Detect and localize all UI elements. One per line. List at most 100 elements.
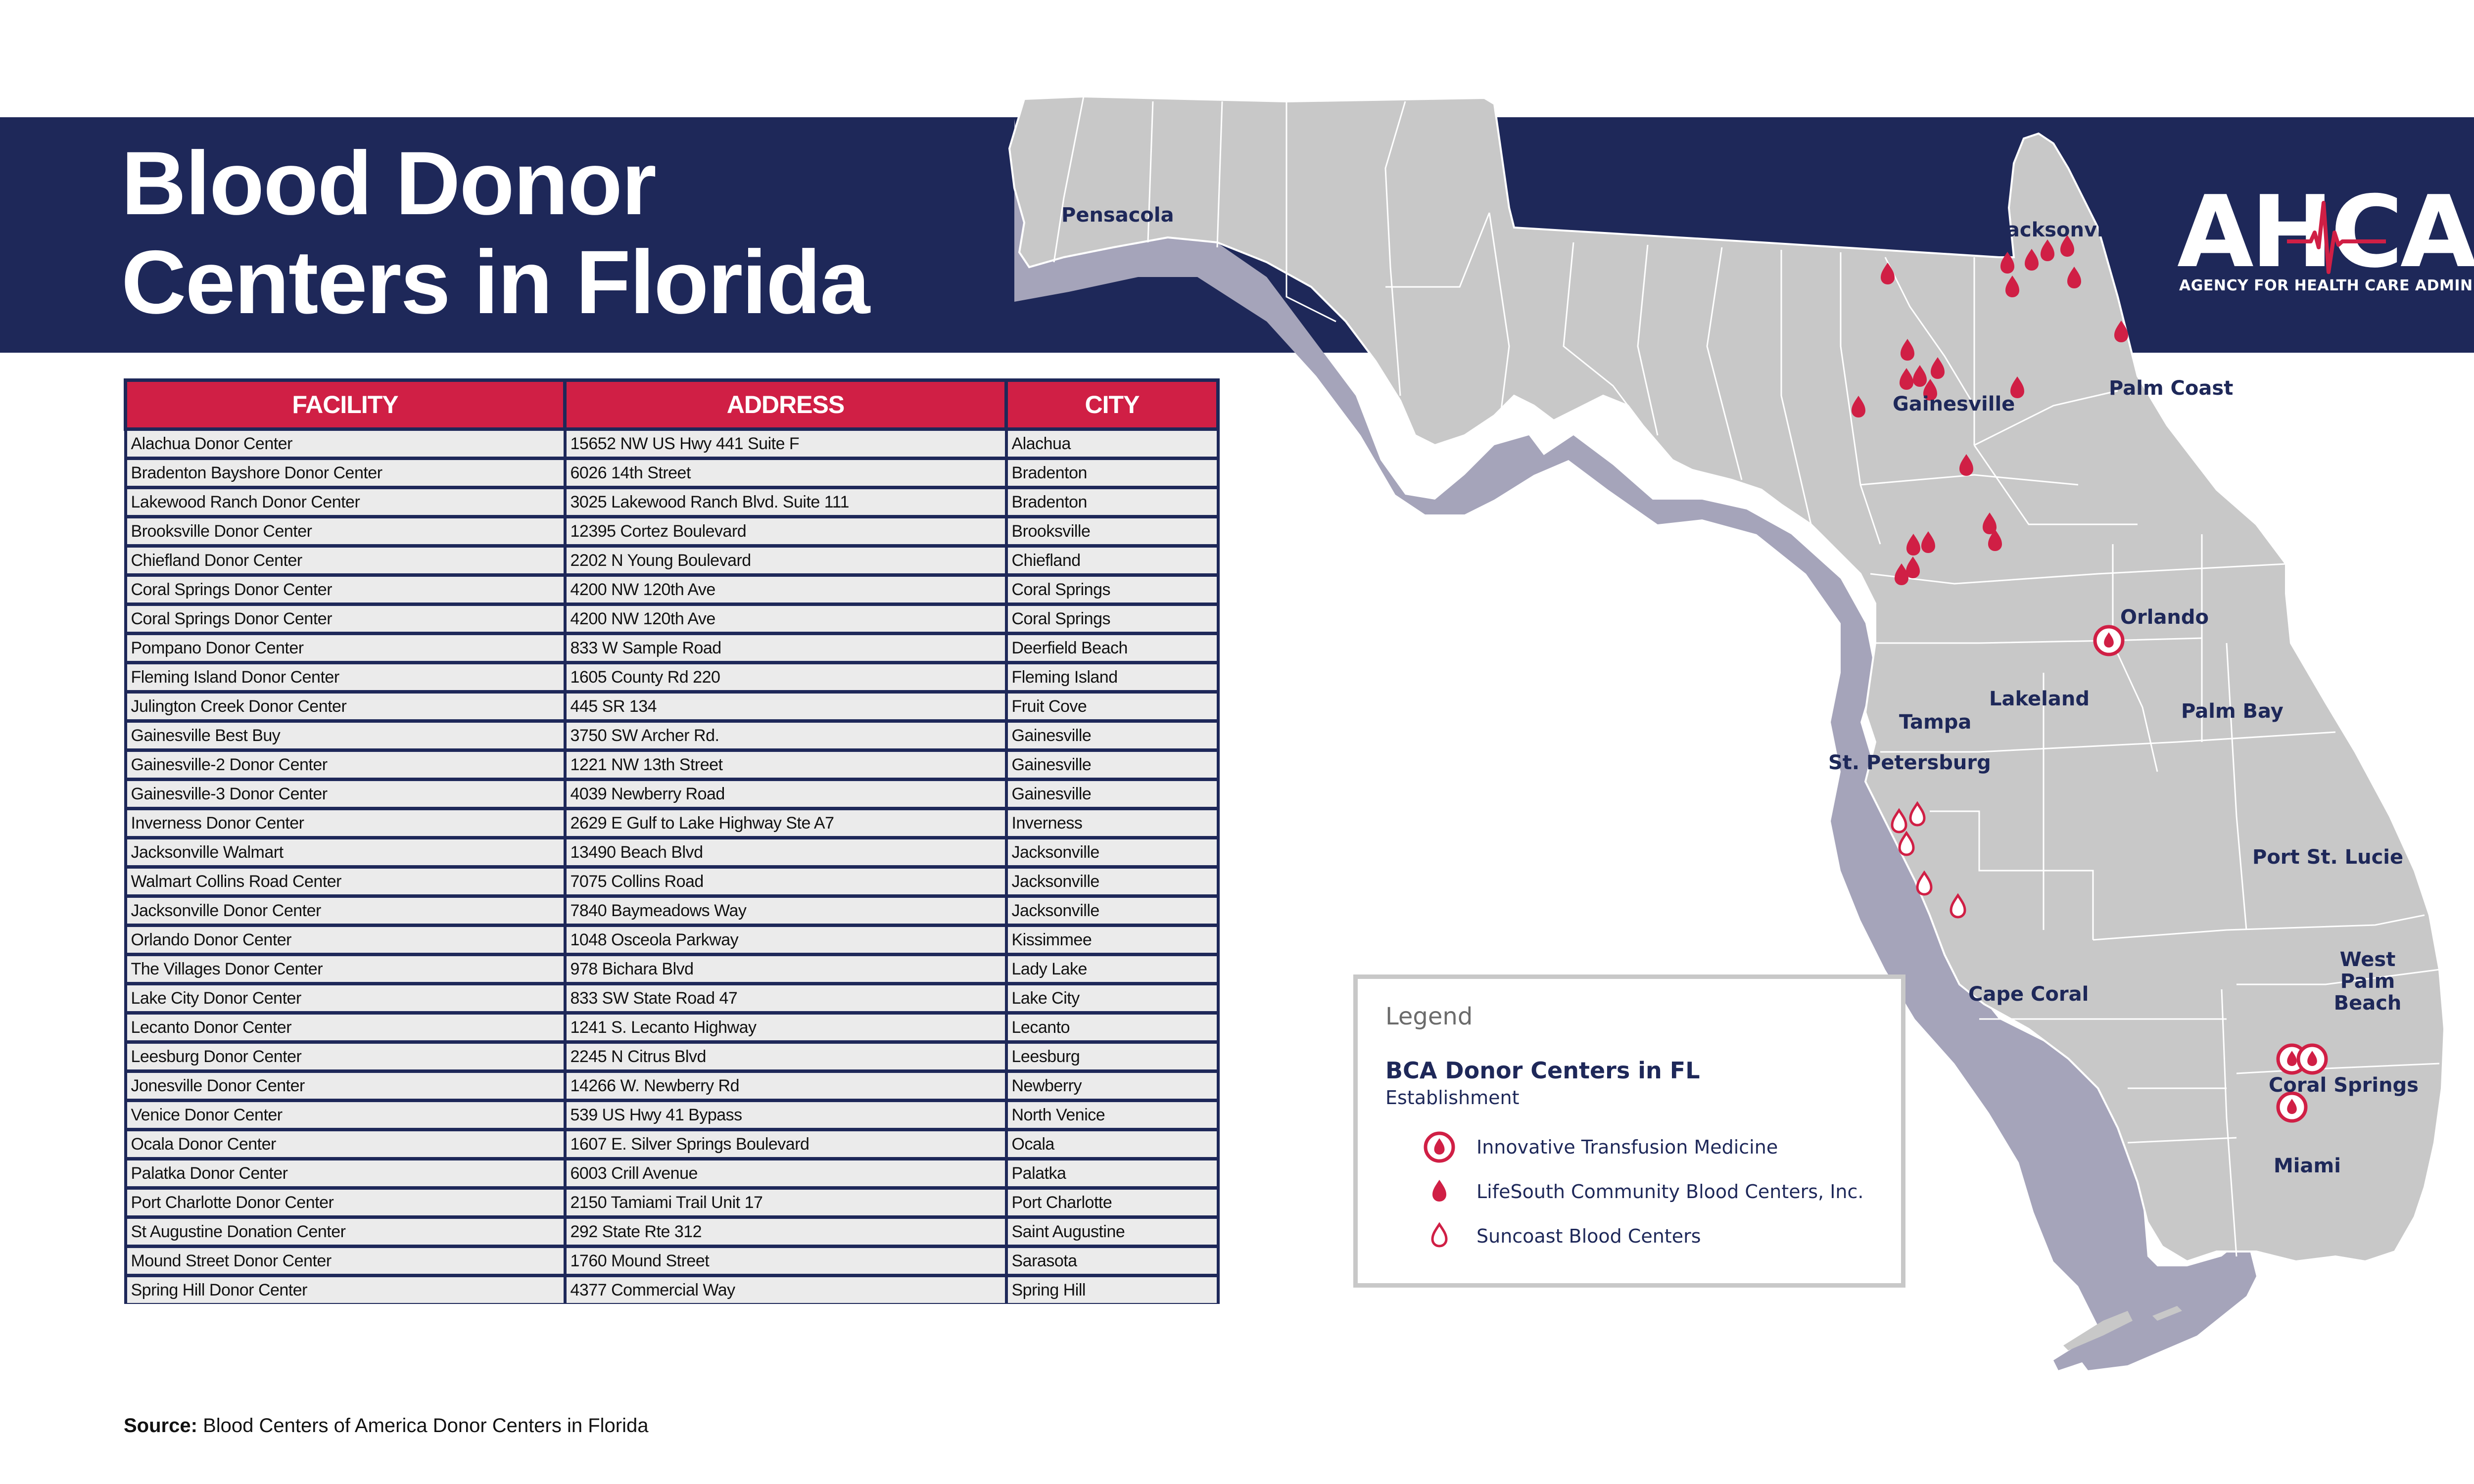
cell-address: 4039 Newberry Road [563, 778, 1008, 809]
ringed-blood-drop-icon [1422, 1130, 1457, 1164]
table-row: Lecanto Donor Center 1241 S. Lecanto High… [124, 1011, 1220, 1043]
cell-facility: St Augustine Donation Center [124, 1215, 567, 1247]
title-line-1: Blood Donor [121, 133, 657, 233]
table-header-row: FACILITY ADDRESS CITY [124, 378, 1220, 431]
cell-city: Lady Lake [1004, 953, 1220, 984]
cell-facility: Lecanto Donor Center [124, 1011, 567, 1043]
cell-city: Sarasota [1004, 1245, 1220, 1276]
cell-facility: Orlando Donor Center [124, 924, 567, 955]
cell-city: Gainesville [1004, 778, 1220, 809]
table-row: Alachua Donor Center 15652 NW US Hwy 441 … [124, 427, 1220, 459]
column-header-facility: FACILITY [124, 378, 567, 431]
cell-address: 833 SW State Road 47 [563, 982, 1008, 1014]
cell-address: 292 State Rte 312 [563, 1215, 1008, 1247]
cell-facility: Lakewood Ranch Donor Center [124, 486, 567, 517]
table-row: Jacksonville Donor Center 7840 Baymeadows… [124, 894, 1220, 926]
table-row: Leesburg Donor Center 2245 N Citrus Blvd L… [124, 1040, 1220, 1072]
cell-facility: Walmart Collins Road Center [124, 865, 567, 897]
cell-address: 7840 Baymeadows Way [563, 894, 1008, 926]
cell-facility: Brooksville Donor Center [124, 515, 567, 547]
cell-facility: Jacksonville Walmart [124, 836, 567, 868]
cell-facility: Jonesville Donor Center [124, 1069, 567, 1101]
cell-address: 2245 N Citrus Blvd [563, 1040, 1008, 1072]
table-row: Gainesville-2 Donor Center 1221 NW 13th S… [124, 748, 1220, 780]
table-row: Gainesville Best Buy 3750 SW Archer Rd. Ga… [124, 719, 1220, 751]
table-row: Gainesville-3 Donor Center 4039 Newberry … [124, 778, 1220, 809]
cell-facility: Gainesville-3 Donor Center [124, 778, 567, 809]
legend-item-itm: Innovative Transfusion Medicine [1422, 1130, 1778, 1164]
table-row: Lake City Donor Center 833 SW State Road … [124, 982, 1220, 1014]
cell-city: Jacksonville [1004, 836, 1220, 868]
cell-address: 539 US Hwy 41 Bypass [563, 1099, 1008, 1130]
outline-blood-drop-icon [1422, 1219, 1457, 1253]
cell-address: 1760 Mound Street [563, 1245, 1008, 1276]
cell-city: Alachua [1004, 427, 1220, 459]
cell-facility: Mound Street Donor Center [124, 1245, 567, 1276]
map-legend: Legend BCA Donor Centers in FL Establish… [1353, 974, 1905, 1288]
legend-item-suncoast: Suncoast Blood Centers [1422, 1221, 1701, 1251]
table-row: Port Charlotte Donor Center 2150 Tamiami … [124, 1186, 1220, 1218]
city-label-palm-coast: Palm Coast [2109, 377, 2234, 400]
cell-city: Palatka [1004, 1157, 1220, 1189]
cell-city: Gainesville [1004, 748, 1220, 780]
cell-facility: Jacksonville Donor Center [124, 894, 567, 926]
table-row: Palatka Donor Center 6003 Crill Avenue Pal… [124, 1157, 1220, 1189]
cell-city: Inverness [1004, 807, 1220, 838]
city-label-west-palm-beach: West Palm Beach [2333, 948, 2402, 1015]
cell-facility: Spring Hill Donor Center [124, 1274, 567, 1304]
cell-facility: Inverness Donor Center [124, 807, 567, 838]
table-row: Jacksonville Walmart 13490 Beach Blvd Jack… [124, 836, 1220, 868]
cell-address: 2150 Tamiami Trail Unit 17 [563, 1186, 1008, 1218]
city-label-orlando: Orlando [2120, 606, 2209, 629]
cell-address: 3750 SW Archer Rd. [563, 719, 1008, 751]
cell-address: 6026 14th Street [563, 457, 1008, 488]
page-title: Blood Donor Centers in Florida [121, 133, 870, 331]
cell-facility: Coral Springs Donor Center [124, 573, 567, 605]
cell-address: 15652 NW US Hwy 441 Suite F [563, 427, 1008, 459]
cell-city: Spring Hill [1004, 1274, 1220, 1304]
column-header-address: ADDRESS [563, 378, 1008, 431]
table-row: Walmart Collins Road Center 7075 Collins … [124, 865, 1220, 897]
table-row: Fleming Island Donor Center 1605 County R… [124, 661, 1220, 693]
cell-facility: Gainesville-2 Donor Center [124, 748, 567, 780]
cell-facility: Pompano Donor Center [124, 632, 567, 663]
itm-markers [2093, 625, 2328, 1123]
cell-address: 1605 County Rd 220 [563, 661, 1008, 693]
source-note: Source: Blood Centers of America Donor C… [124, 1415, 648, 1437]
cell-address: 1607 E. Silver Springs Boulevard [563, 1128, 1008, 1159]
cell-city: Coral Springs [1004, 603, 1220, 634]
table-row: Jonesville Donor Center 14266 W. Newberry… [124, 1069, 1220, 1101]
table-row: Chiefland Donor Center 2202 N Young Boule… [124, 544, 1220, 576]
cell-facility: Leesburg Donor Center [124, 1040, 567, 1072]
cell-city: Gainesville [1004, 719, 1220, 751]
cell-city: Saint Augustine [1004, 1215, 1220, 1247]
cell-address: 2629 E Gulf to Lake Highway Ste A7 [563, 807, 1008, 838]
solid-blood-drop-icon [1422, 1174, 1457, 1209]
cell-city: Chiefland [1004, 544, 1220, 576]
table-row: The Villages Donor Center 978 Bichara Blv… [124, 953, 1220, 984]
city-label-coral-springs: Coral Springs [2269, 1074, 2419, 1097]
table-row: Bradenton Bayshore Donor Center 6026 14th… [124, 457, 1220, 488]
cell-city: Fleming Island [1004, 661, 1220, 693]
heartbeat-icon [2287, 201, 2386, 274]
cell-city: Newberry [1004, 1069, 1220, 1101]
cell-city: Kissimmee [1004, 924, 1220, 955]
cell-address: 2202 N Young Boulevard [563, 544, 1008, 576]
table-row: Pompano Donor Center 833 W Sample Road Dee… [124, 632, 1220, 663]
table-row: Ocala Donor Center 1607 E. Silver Springs… [124, 1128, 1220, 1159]
cell-address: 6003 Crill Avenue [563, 1157, 1008, 1189]
cell-city: Lecanto [1004, 1011, 1220, 1043]
cell-city: Lake City [1004, 982, 1220, 1014]
cell-facility: Port Charlotte Donor Center [124, 1186, 567, 1218]
legend-item-label: Innovative Transfusion Medicine [1476, 1136, 1778, 1158]
cell-address: 4200 NW 120th Ave [563, 573, 1008, 605]
cell-facility: Alachua Donor Center [124, 427, 567, 459]
cell-address: 13490 Beach Blvd [563, 836, 1008, 868]
cell-facility: Julington Creek Donor Center [124, 690, 567, 722]
cell-address: 3025 Lakewood Ranch Blvd. Suite 111 [563, 486, 1008, 517]
table-row: Venice Donor Center 539 US Hwy 41 Bypass N… [124, 1099, 1220, 1130]
source-label: Source: [124, 1415, 197, 1437]
city-label-port-st-lucie: Port St. Lucie [2252, 846, 2404, 869]
city-label-tallahassee: Tallahassee [1549, 196, 1678, 219]
